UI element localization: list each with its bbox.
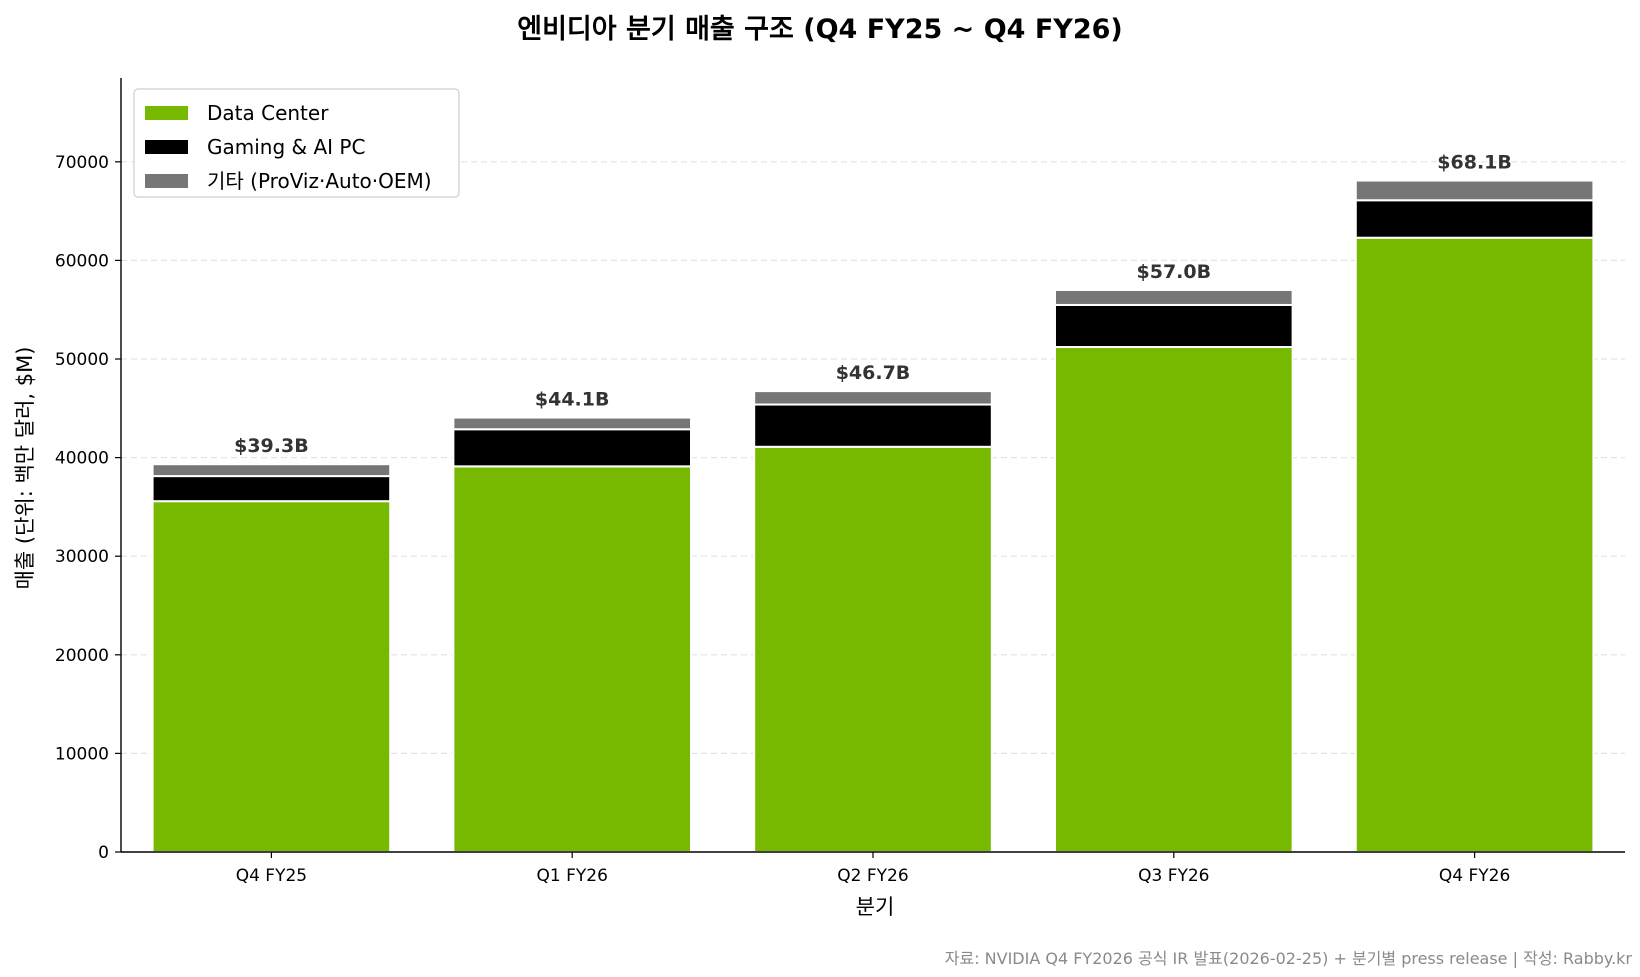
bar-segment	[151, 475, 392, 503]
y-axis-title: 매출 (단위: 백만 달러, $M)	[13, 347, 37, 590]
bar-segment	[1053, 303, 1294, 349]
legend-label: Gaming & AI PC	[207, 135, 365, 159]
bar-total-label: $46.7B	[836, 362, 911, 384]
y-tick-label: 50000	[55, 350, 109, 370]
legend-label: Data Center	[207, 101, 329, 125]
bar-segment	[753, 445, 993, 853]
bars	[151, 179, 1595, 854]
bar-segment	[1354, 179, 1595, 202]
axes: Q4 FY25 Q1 FY26 Q2 FY26 Q3 FY26 Q4 FY26 0 1000…	[55, 78, 1625, 886]
bar-segment	[1354, 199, 1595, 239]
bar-total-label: $39.3B	[234, 435, 309, 457]
y-tick-label: 60000	[55, 251, 109, 271]
bar-segment	[1053, 288, 1294, 306]
x-tick-label: Q4 FY25	[236, 866, 307, 886]
legend: Data Center Gaming & AI PC 기타 (ProViz·Auto…	[133, 88, 460, 198]
legend-swatch	[145, 106, 188, 120]
y-tick-label: 40000	[55, 449, 109, 469]
bar-total-label: $44.1B	[535, 389, 610, 411]
bar-segment	[753, 390, 993, 406]
y-tick-label: 20000	[55, 646, 109, 666]
bar-segment	[1354, 236, 1595, 854]
x-tick-label: Q3 FY26	[1138, 866, 1209, 886]
legend-box	[133, 88, 460, 198]
y-tick-label: 30000	[55, 547, 109, 567]
bar-segment	[452, 416, 693, 431]
bar-segment	[753, 403, 993, 448]
bar-segment	[1053, 346, 1294, 853]
bar-segment	[452, 465, 693, 853]
y-tick-label: 10000	[55, 744, 109, 764]
total-labels: $39.3B $44.1B $46.7B $57.0B $68.1B	[234, 152, 1512, 458]
legend-swatch	[145, 174, 188, 188]
chart-title: 엔비디아 분기 매출 구조 (Q4 FY25 ~ Q4 FY26)	[517, 14, 1123, 45]
y-tick-label: 0	[98, 843, 109, 863]
x-axis-title: 분기	[856, 895, 895, 919]
bar-segment	[452, 428, 693, 468]
legend-label: 기타 (ProViz·Auto·OEM)	[207, 169, 432, 193]
source-note: 자료: NVIDIA Q4 FY2026 공식 IR 발표(2026-02-25…	[945, 949, 1633, 968]
bar-segment	[151, 500, 392, 853]
bar-segment	[151, 463, 392, 478]
bar-total-label: $68.1B	[1437, 152, 1512, 174]
bar-total-label: $57.0B	[1137, 261, 1212, 283]
y-tick-label: 70000	[55, 153, 109, 173]
x-tick-label: Q1 FY26	[536, 866, 607, 886]
x-tick-label: Q4 FY26	[1439, 866, 1510, 886]
legend-swatch	[145, 140, 188, 154]
x-tick-label: Q2 FY26	[837, 866, 908, 886]
